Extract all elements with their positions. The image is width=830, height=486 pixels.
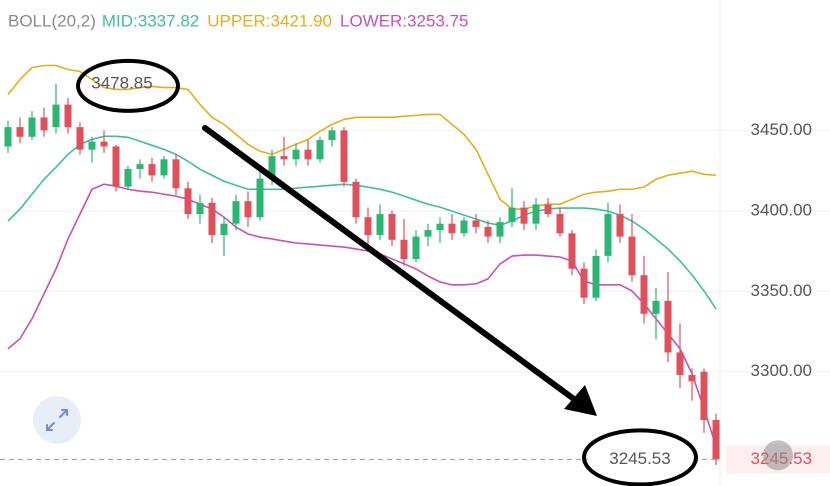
candle-body <box>700 371 708 421</box>
legend-entry: LOWER:3253.75 <box>340 11 469 30</box>
band-line <box>7 135 717 310</box>
y-tick-label: 3400.00 <box>751 200 812 219</box>
candle-body <box>124 168 132 187</box>
candle-body <box>376 214 384 235</box>
y-tick-label: 3450.00 <box>751 120 812 139</box>
candle-body <box>220 223 228 235</box>
legend-entry: MID:3337.82 <box>102 11 199 30</box>
candle-body <box>580 268 588 298</box>
candle-body <box>616 214 624 237</box>
legend: BOLL(20,2) MID:3337.82 UPPER:3421.90 LOWER… <box>8 11 469 30</box>
expand-button[interactable] <box>33 396 81 444</box>
candle-body <box>484 226 492 237</box>
candle-body <box>64 104 72 128</box>
candle-body <box>688 374 696 382</box>
candle-body <box>196 202 204 215</box>
candle-body <box>268 156 276 179</box>
candle-body <box>340 130 348 182</box>
candle-body <box>448 223 456 234</box>
candle-body <box>280 156 288 160</box>
candle-body <box>28 117 36 137</box>
expand-icon <box>46 409 68 431</box>
candle-body <box>532 204 540 224</box>
candle-body <box>496 222 504 237</box>
candle-body <box>76 127 84 150</box>
max-marker-label: 3478.85 <box>91 73 152 92</box>
candle-body <box>520 207 528 224</box>
candle-body <box>208 202 216 235</box>
candle-body <box>400 239 408 260</box>
overlay-button <box>763 440 793 471</box>
candle-body <box>172 159 180 189</box>
candle-body <box>412 236 420 260</box>
arrow-shaft <box>202 125 581 405</box>
candle-body <box>508 207 516 223</box>
band-line <box>7 64 717 210</box>
candle-body <box>328 130 336 141</box>
candle-body <box>604 214 612 256</box>
y-tick-label: 3300.00 <box>751 361 812 380</box>
candle-body <box>352 181 360 218</box>
candle-body <box>712 420 720 460</box>
candle-body <box>88 141 96 150</box>
circle-mark <box>582 428 698 486</box>
candle-body <box>52 104 60 128</box>
candle-body <box>160 159 168 176</box>
candle-body <box>556 214 564 234</box>
candle-body <box>640 275 648 314</box>
candle-body <box>592 255 600 298</box>
candle-body <box>100 141 108 147</box>
candle-body <box>244 201 252 218</box>
candle-body <box>40 117 48 131</box>
candle-body <box>676 352 684 375</box>
candle-body <box>388 214 396 240</box>
candle-body <box>256 178 264 218</box>
candle-body <box>136 164 144 169</box>
candle-body <box>316 140 324 160</box>
candle-body <box>436 223 444 231</box>
candle-body <box>304 149 312 160</box>
indicator-label: BOLL(20,2) <box>8 11 96 30</box>
candle-body <box>292 149 300 160</box>
candle-body <box>364 217 372 235</box>
candle-body <box>664 300 672 353</box>
candle-body <box>232 201 240 224</box>
y-tick-label: 3350.00 <box>751 281 812 300</box>
candle-body <box>112 146 120 187</box>
circle-mark <box>76 58 180 113</box>
arrow-head <box>564 385 597 416</box>
last-price-label: 3245.53 <box>609 449 670 468</box>
legend-entry: UPPER:3421.90 <box>207 11 332 30</box>
candle-body <box>472 220 480 227</box>
y-axis: 3300.00 3350.00 3400.00 3450.00 <box>751 120 812 380</box>
candle-body <box>544 204 552 215</box>
candle-body <box>4 127 12 147</box>
candle-body <box>568 233 576 269</box>
last-price-bg <box>588 447 692 472</box>
candles <box>4 83 720 466</box>
candle-body <box>652 300 660 314</box>
candle-body <box>148 164 156 176</box>
candle-body <box>16 127 24 137</box>
candle-body <box>628 236 636 276</box>
candle-body <box>424 230 432 237</box>
candle-body <box>460 220 468 234</box>
candle-body <box>184 188 192 215</box>
